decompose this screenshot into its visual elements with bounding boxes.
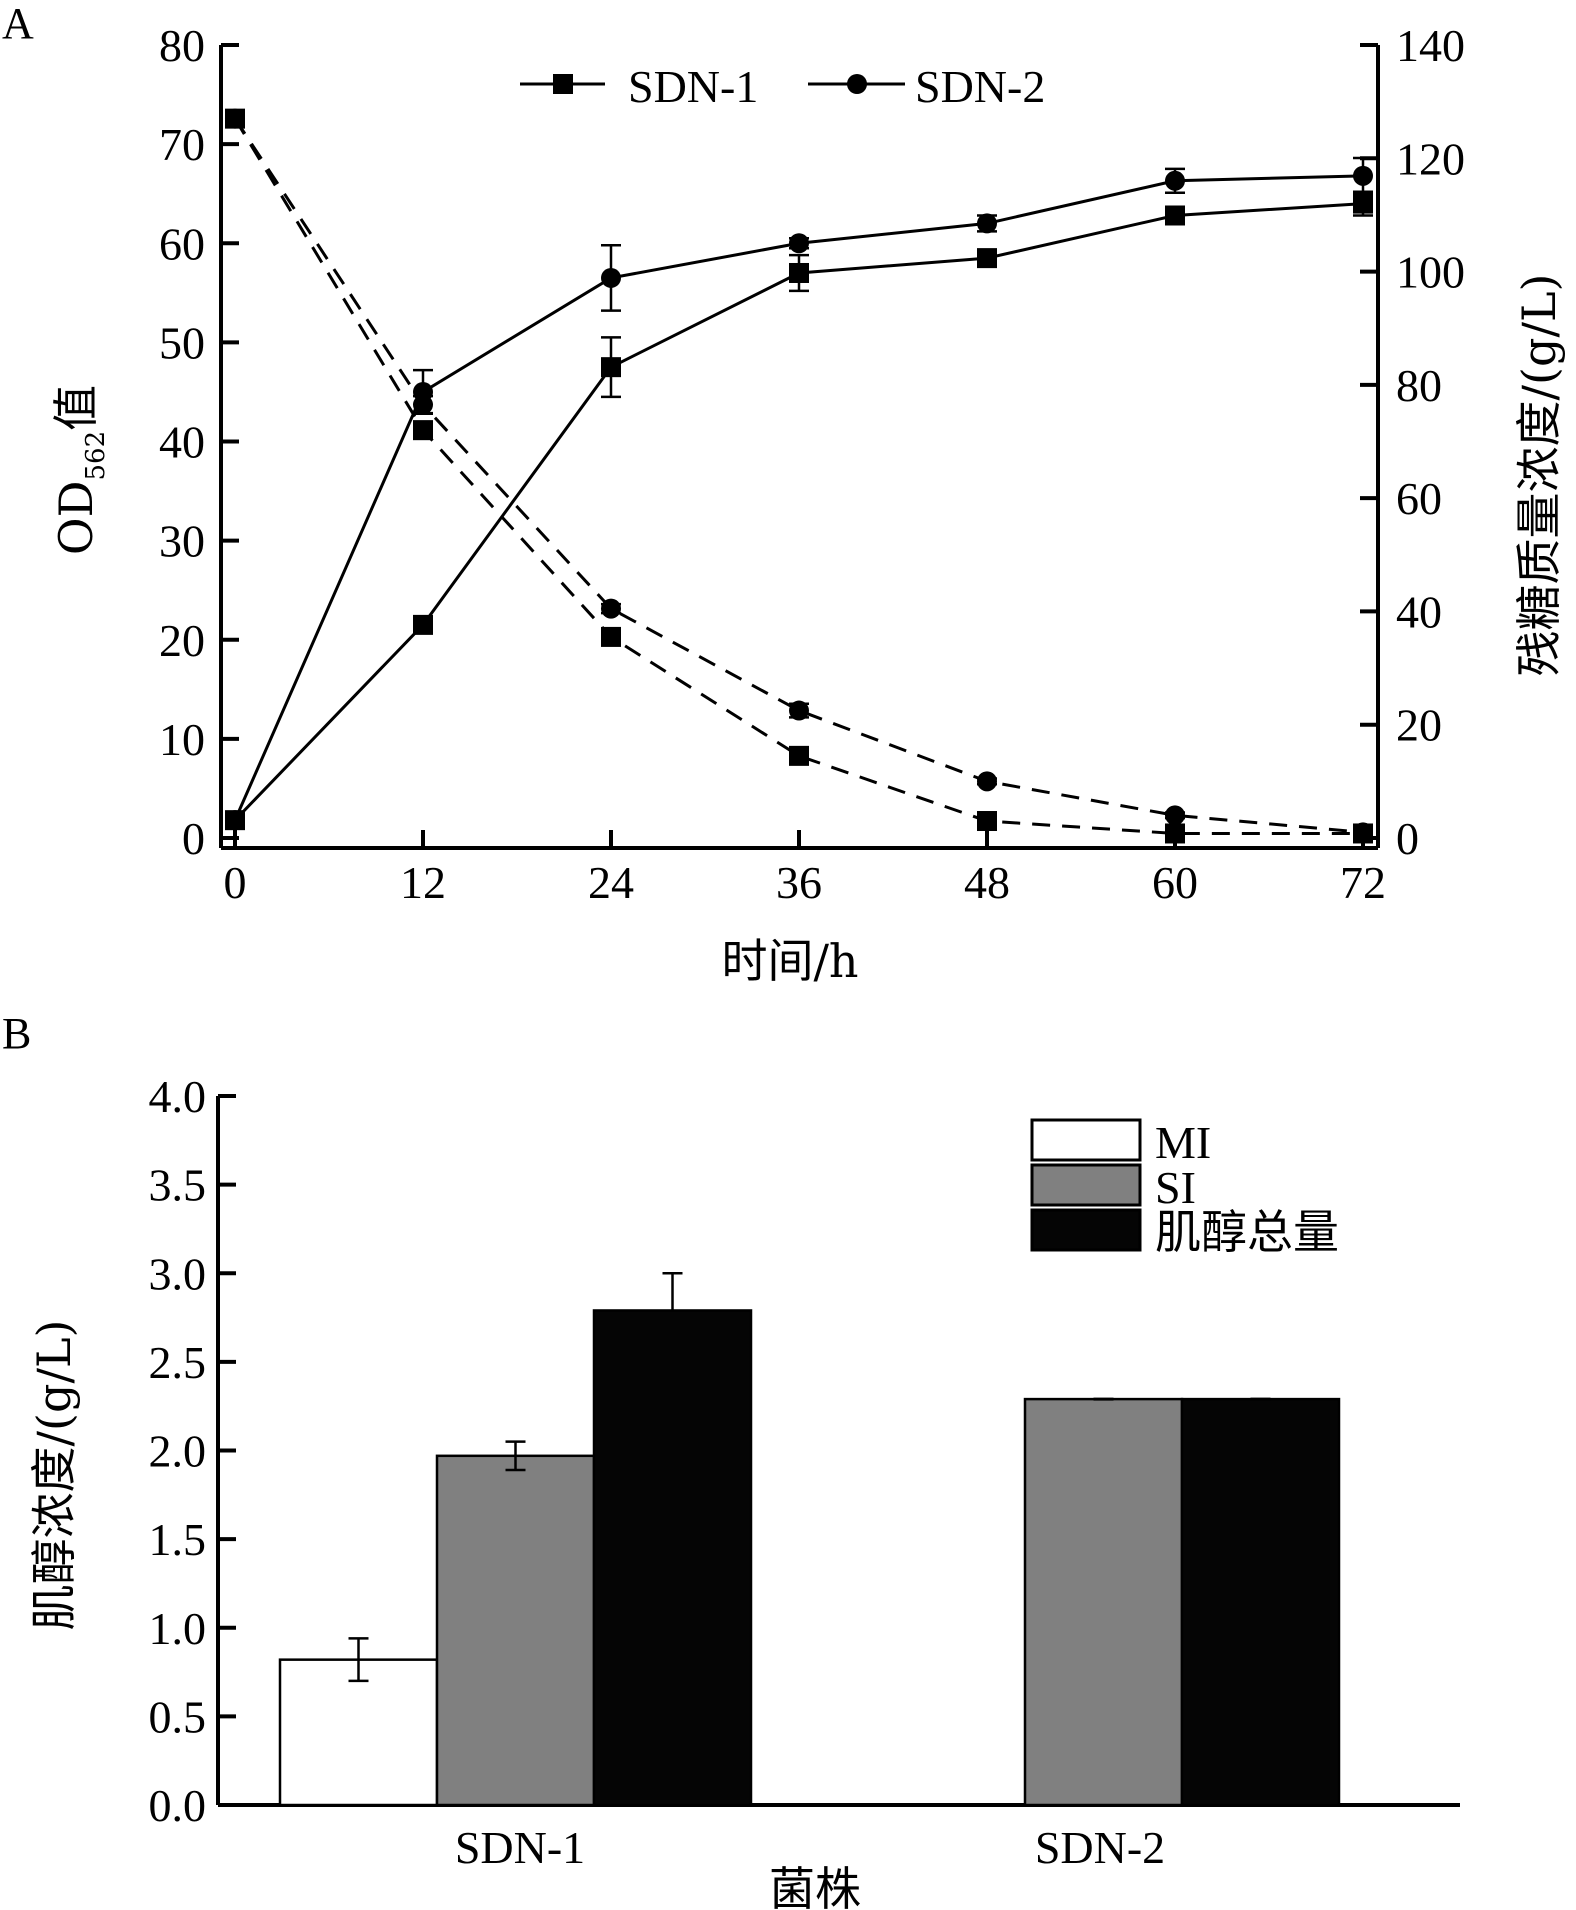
bar-total [1180, 1397, 1341, 1807]
y-tick-label-right: 0 [1396, 813, 1419, 864]
data-point-sdn-1-sugar [1165, 823, 1185, 844]
y-tick-label-left: 60 [159, 218, 205, 269]
panel-a-series [225, 108, 1373, 844]
panel-a-axes: 0 10 20 30 40 50 60 70 80 0 20 40 60 80 100 120 140 0 12 24… [159, 20, 1465, 908]
bar-si [1023, 1397, 1184, 1807]
legend-label-mi: MI [1155, 1117, 1211, 1168]
data-point-sdn-1-od [977, 248, 997, 269]
x-tick-label: 24 [588, 857, 634, 908]
data-point-sdn-2-sugar [225, 108, 245, 129]
x-tick-label: 12 [400, 857, 446, 908]
y2-axis-title-a: 残糖质量浓度/(g/L) [1512, 274, 1566, 677]
panel-label-b: B [2, 1009, 31, 1058]
data-point-sdn-2-sugar [1165, 805, 1185, 826]
y-tick-label-b: 1.0 [149, 1603, 207, 1654]
y-tick-label-b: 0.5 [149, 1691, 207, 1742]
y-tick-label-b: 3.0 [149, 1248, 207, 1299]
bar-si [435, 1454, 596, 1807]
x-tick-label-b: SDN-1 [455, 1822, 585, 1873]
data-point-sdn-2-od [601, 267, 621, 288]
x-tick-label-b: SDN-2 [1035, 1822, 1165, 1873]
data-point-sdn-1-od [789, 262, 809, 283]
data-point-sdn-2-od [977, 213, 997, 234]
data-point-sdn-1-od [1353, 193, 1373, 214]
legend-marker-square [553, 74, 573, 94]
y-tick-label-left: 40 [159, 417, 205, 468]
legend-label-si: SI [1155, 1162, 1196, 1213]
data-point-sdn-2-sugar [789, 700, 809, 721]
y-tick-label-b: 2.5 [149, 1337, 207, 1388]
y-tick-label-left: 50 [159, 317, 205, 368]
series-line-sdn-2-sugar [233, 117, 1364, 834]
data-point-sdn-2-od [1165, 170, 1185, 191]
y-tick-label-right: 20 [1396, 700, 1442, 751]
data-point-sdn-2-od [1353, 165, 1373, 186]
panel-a-legend: SDN-1 SDN-2 [520, 61, 1045, 112]
y-tick-label-right: 100 [1396, 247, 1465, 298]
data-point-sdn-1-sugar [413, 420, 433, 441]
y-tick-label-right: 140 [1396, 20, 1465, 71]
y-tick-label-left: 70 [159, 119, 205, 170]
y-tick-label-b: 0.0 [149, 1780, 207, 1831]
y-tick-label-right: 120 [1396, 133, 1465, 184]
data-point-sdn-2-od [789, 233, 809, 254]
y-tick-label-right: 60 [1396, 473, 1442, 524]
data-point-sdn-1-od [413, 614, 433, 635]
x-axis-title-b: 菌株 [769, 1862, 861, 1910]
legend-label-total: 肌醇总量 [1155, 1207, 1339, 1258]
y-tick-label-left: 10 [159, 714, 205, 765]
y-tick-label-right: 80 [1396, 360, 1442, 411]
x-axis-title-a: 时间/h [721, 934, 858, 988]
panel-b-axes: 0.0 0.5 1.0 1.5 2.0 2.5 3.0 3.5 4.0 SDN-1 SDN-2 [149, 1071, 1460, 1873]
legend-label-sdn1: SDN-1 [628, 61, 758, 112]
y-tick-label-b: 1.5 [149, 1514, 207, 1565]
y-tick-label-left: 30 [159, 516, 205, 567]
legend-swatch-total [1030, 1208, 1142, 1252]
y-tick-label-left: 20 [159, 615, 205, 666]
legend-swatch-mi [1030, 1118, 1142, 1162]
y-tick-label-b: 3.5 [149, 1160, 207, 1211]
series-line-sdn-1-od [233, 202, 1364, 822]
y-axis-title-a-suffix: 值 [49, 385, 103, 431]
x-tick-label: 60 [1152, 857, 1198, 908]
legend-label-sdn2: SDN-2 [915, 61, 1045, 112]
data-point-sdn-2-sugar [601, 598, 621, 619]
data-point-sdn-1-od [1165, 205, 1185, 226]
y-axis-title-a: OD562值 [49, 385, 111, 555]
x-tick-label: 48 [964, 857, 1010, 908]
panel-label-a: A [2, 0, 34, 48]
legend-marker-circle [847, 74, 867, 94]
y-axis-title-b: 肌醇浓度/(g/L) [27, 1320, 81, 1631]
legend-swatch-si [1030, 1163, 1142, 1207]
x-tick-label: 0 [224, 857, 247, 908]
series-line-sdn-1-sugar [233, 117, 1363, 835]
data-point-sdn-1-sugar [789, 745, 809, 766]
data-point-sdn-2-sugar [413, 394, 433, 415]
y-tick-label-right: 40 [1396, 586, 1442, 637]
data-point-sdn-2-sugar [1353, 822, 1373, 843]
y-tick-label-left: 80 [159, 20, 205, 71]
panel-b-bars [278, 1272, 1341, 1807]
y-tick-label-b: 2.0 [149, 1426, 207, 1477]
data-point-sdn-2-od [225, 810, 245, 831]
bar-total [592, 1309, 753, 1807]
y-axis-title-a-main: OD [49, 481, 103, 556]
x-tick-label: 36 [776, 857, 822, 908]
data-point-sdn-1-sugar [601, 626, 621, 647]
y-tick-label-left: 0 [182, 813, 205, 864]
y-tick-label-b: 4.0 [149, 1071, 207, 1122]
y-axis-title-a-sub: 562 [81, 431, 111, 481]
x-tick-label: 72 [1340, 857, 1386, 908]
data-point-sdn-1-od [601, 357, 621, 378]
data-point-sdn-2-sugar [977, 771, 997, 792]
data-point-sdn-1-sugar [977, 811, 997, 832]
